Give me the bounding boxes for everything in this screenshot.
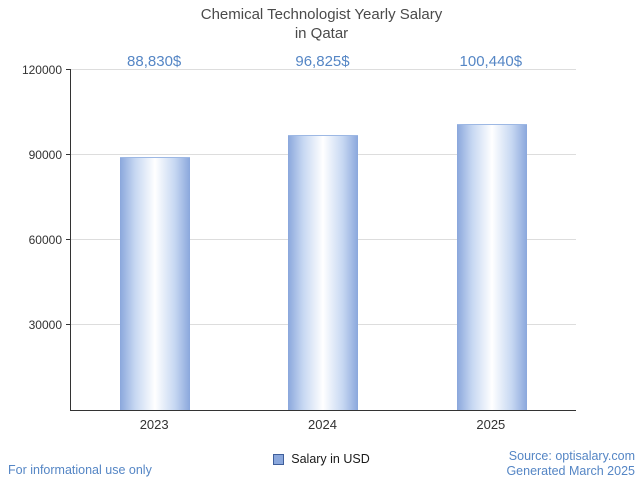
salary-bar-2025 (456, 124, 527, 410)
bar-slot (71, 70, 239, 410)
legend: Salary in USD (0, 452, 643, 466)
x-axis-label-2024: 2024 (308, 417, 337, 432)
bar-slot (408, 70, 576, 410)
chart-title-line1: Chemical Technologist Yearly Salary (200, 6, 443, 23)
y-tick-mark (66, 154, 71, 155)
value-slot: 88,830$ (70, 53, 238, 73)
x-axis-label-2023: 2023 (139, 417, 169, 432)
x-axis-labels: 2023 2024 2025 (70, 417, 575, 432)
y-axis-tick-marks (66, 69, 71, 410)
y-tick-mark (66, 324, 71, 325)
bars-row (71, 70, 576, 410)
disclaimer-text: For informational use only (8, 463, 152, 477)
salary-bar-2023 (120, 157, 191, 410)
chart-title: Chemical Technologist Yearly Salary in Q… (0, 5, 643, 43)
value-slot: 96,825$ (238, 53, 406, 73)
bar-value-label-2025: 100,440$ (459, 53, 523, 70)
legend-label: Salary in USD (291, 452, 370, 466)
y-tick-label: 120000 (21, 63, 62, 77)
y-axis-labels: 30000 60000 90000 120000 (0, 63, 62, 410)
chart-title-line2: in Qatar (294, 25, 349, 42)
x-axis-label-2025: 2025 (476, 417, 506, 432)
value-labels-row: 88,830$ 96,825$ 100,440$ (70, 53, 575, 73)
legend-swatch-icon (273, 453, 285, 465)
y-tick-label: 30000 (28, 318, 62, 332)
bar-value-label-2023: 88,830$ (127, 53, 182, 70)
generated-text: Generated March 2025 (506, 464, 635, 478)
y-tick-label: 60000 (28, 233, 62, 247)
y-tick-mark (66, 239, 71, 240)
gridline (71, 69, 576, 70)
value-slot: 100,440$ (407, 53, 575, 73)
source-text: Source: optisalary.com (508, 449, 635, 463)
salary-bar-2024 (288, 134, 359, 410)
bar-slot (239, 70, 407, 410)
plot-area (70, 69, 576, 411)
y-tick-mark (66, 69, 71, 70)
bar-value-label-2024: 96,825$ (295, 53, 350, 70)
source-attribution: Source: optisalary.com Generated March 2… (506, 449, 635, 479)
y-tick-label: 90000 (28, 148, 62, 162)
